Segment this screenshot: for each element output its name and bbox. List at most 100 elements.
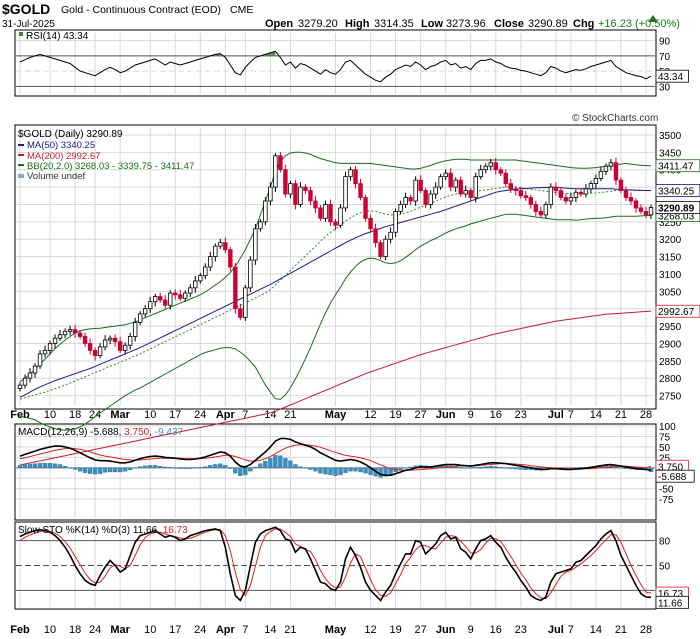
price-tick-label: 2750 <box>659 392 682 403</box>
macd-histogram-bar <box>488 465 493 468</box>
candle-body <box>318 207 323 219</box>
date-tick-label: 14 <box>590 624 602 636</box>
candle-body <box>403 197 408 205</box>
macd-histogram-bar <box>113 467 118 473</box>
date-tick-label: 18 <box>69 624 81 636</box>
macd-histogram-bar <box>408 466 413 468</box>
macd-histogram-bar <box>102 467 108 473</box>
ma50-line <box>19 186 651 398</box>
candle-body <box>32 365 38 374</box>
candle-body <box>563 197 569 202</box>
macd-histogram-bar <box>148 465 153 468</box>
candle-body <box>478 169 483 178</box>
candle-body <box>228 249 233 268</box>
date-tick-label: 17 <box>169 409 181 421</box>
date-tick-label: 16 <box>490 409 502 421</box>
candle-body <box>498 169 503 174</box>
date-tick-label: 21 <box>615 409 627 421</box>
chart-layers: Feb Feb 10 10 18 18 24 24 Mar Mar 10 10 17 17 24 24 Apr A… <box>10 37 700 636</box>
macd-histogram-bar <box>263 460 268 468</box>
price-tick-label: 2950 <box>659 322 682 333</box>
price-tick-label: 3450 <box>659 148 682 159</box>
rsi-tick-label: 70 <box>659 52 671 63</box>
candle-body <box>238 308 243 318</box>
candle-body <box>102 339 108 348</box>
macd-histogram-bar <box>513 467 518 470</box>
candle-body <box>107 337 113 341</box>
candle-body <box>338 207 343 226</box>
volume-swatch <box>18 174 24 178</box>
candle-body <box>62 330 68 336</box>
candle-body <box>343 176 348 209</box>
candle-body <box>77 332 83 337</box>
candle-body <box>388 231 393 240</box>
price-tick-label: 3500 <box>659 131 682 142</box>
candle-body <box>57 334 63 339</box>
macd-histogram-bar <box>158 465 163 468</box>
macd-histogram-bar <box>213 464 218 468</box>
bb-swatch <box>18 164 24 166</box>
date-tick-label: May <box>325 409 347 421</box>
candle-body <box>518 190 523 197</box>
date-tick-label: 14 <box>264 624 276 636</box>
candle-body <box>328 204 333 223</box>
date-tick-label: Mar <box>110 409 130 421</box>
macd-tag: -5.688 <box>658 472 687 483</box>
candle-body <box>67 329 73 332</box>
macd-signal-tag: 3.750 <box>658 462 683 473</box>
candle-body <box>132 322 138 337</box>
macd-histogram-bar <box>623 467 629 469</box>
date-tick-label: 10 <box>44 624 56 636</box>
candle-body <box>553 186 559 191</box>
price-tick-label: 2900 <box>659 339 682 350</box>
date-tick-label: 27 <box>415 409 427 421</box>
macd-histogram-bar <box>67 467 73 469</box>
macd-histogram-bar <box>353 467 358 472</box>
close-label: Close <box>494 18 524 30</box>
candle-body <box>72 329 78 334</box>
macd-histogram-bar <box>118 467 123 473</box>
candle-body <box>383 238 388 257</box>
date-tick-label: 18 <box>69 409 81 421</box>
low-value: 3273.96 <box>446 18 486 30</box>
candle-body <box>268 186 273 202</box>
candle-body <box>293 183 298 205</box>
candle-body <box>508 183 513 190</box>
candle-body <box>398 204 403 212</box>
macd-histogram-bar <box>498 467 503 469</box>
chg-label: Chg <box>573 18 594 30</box>
date-tick-label: 28 <box>640 409 652 421</box>
candle-body <box>538 210 544 216</box>
candle-body <box>573 191 579 198</box>
date-tick-label: 21 <box>284 624 296 636</box>
candle-body <box>628 197 634 202</box>
rsi-tag-box <box>655 69 689 83</box>
macd-histogram-bar <box>348 467 353 472</box>
candle-body <box>47 343 53 351</box>
candle-body <box>173 292 178 296</box>
macd-tick-label: -50 <box>659 485 674 496</box>
sto-k-line <box>19 526 652 602</box>
candle-body <box>148 301 153 310</box>
close-tag: 3290.89 <box>658 204 695 215</box>
macd-histogram-bar <box>62 465 68 468</box>
macd-histogram-bar <box>273 455 278 468</box>
macd-histogram-bar <box>323 467 328 475</box>
candle-body <box>458 179 463 195</box>
macd-histogram-bar <box>82 467 88 473</box>
date-tick-label: Apr <box>216 409 236 421</box>
low-label: Low <box>421 18 443 30</box>
macd-histogram-bar <box>278 455 283 468</box>
macd-histogram-bar <box>32 463 38 468</box>
macd-histogram-bar <box>308 467 313 470</box>
candle-body <box>598 171 604 179</box>
date-tick-label: Apr <box>216 624 236 636</box>
macd-histogram-bar <box>328 467 333 476</box>
macd-histogram-bar <box>72 467 78 470</box>
macd-histogram-bar <box>268 458 273 468</box>
macd-histogram-bar <box>193 467 198 469</box>
candle-body <box>137 313 143 324</box>
candle-body <box>488 162 493 167</box>
ma200-line <box>19 310 652 466</box>
